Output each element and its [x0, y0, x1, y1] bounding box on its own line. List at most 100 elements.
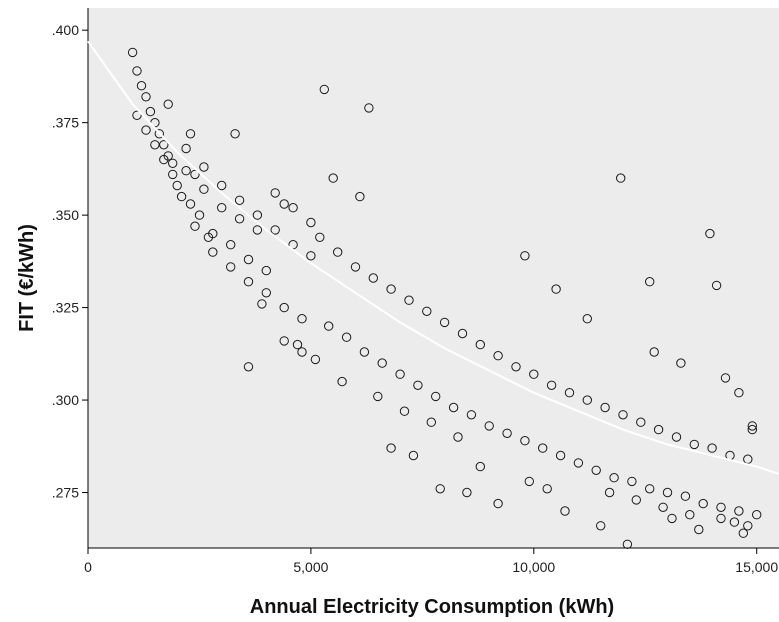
data-point: [555, 450, 566, 461]
data-point: [618, 410, 628, 420]
data-point: [217, 203, 227, 213]
data-point: [747, 424, 757, 435]
fit-line: [87, 40, 779, 475]
data-point: [649, 347, 659, 357]
data-point: [127, 47, 138, 58]
data-point: [408, 450, 419, 461]
data-point: [484, 421, 494, 431]
data-point: [141, 92, 151, 102]
data-point: [386, 284, 396, 294]
data-point: [315, 232, 325, 243]
data-point: [306, 217, 316, 228]
data-point: [520, 251, 530, 261]
y-axis-title: FIT (€/kWh): [16, 224, 38, 332]
data-point: [627, 476, 637, 487]
data-point: [199, 184, 209, 194]
x-tick-label: 15,000: [735, 559, 778, 575]
data-point: [716, 513, 726, 524]
data-point: [622, 539, 633, 549]
data-point: [145, 106, 156, 117]
data-point: [734, 388, 744, 398]
data-point: [466, 410, 477, 420]
data-point: [185, 199, 196, 209]
y-tick-label: .275: [52, 485, 79, 501]
data-point: [203, 232, 214, 243]
data-point: [279, 199, 289, 209]
data-point: [159, 154, 169, 165]
data-point: [743, 521, 753, 531]
data-point: [297, 347, 307, 357]
data-point: [653, 424, 664, 435]
data-point: [261, 265, 271, 276]
data-point: [333, 247, 343, 257]
data-points: [127, 47, 762, 549]
data-point: [529, 369, 539, 379]
data-point: [439, 317, 450, 328]
data-point: [154, 129, 165, 139]
data-point: [711, 280, 722, 291]
data-point: [493, 351, 503, 361]
data-point: [297, 314, 307, 324]
data-point: [631, 495, 641, 505]
data-point: [729, 517, 740, 527]
data-point: [435, 484, 445, 494]
x-axis-ticks: 0 5,000 10,000 15,000: [84, 548, 778, 575]
data-point: [453, 432, 463, 442]
data-point: [377, 358, 387, 368]
x-tick-label: 10,000: [512, 559, 555, 575]
data-point: [680, 491, 691, 501]
data-point: [234, 214, 245, 224]
data-point: [502, 428, 512, 438]
data-point: [168, 169, 178, 180]
data-point: [604, 487, 615, 498]
data-point: [636, 417, 646, 427]
data-point: [413, 380, 423, 390]
data-point: [386, 443, 396, 453]
data-point: [181, 166, 191, 176]
data-point: [431, 391, 441, 402]
data-point: [538, 443, 548, 453]
data-point: [667, 513, 677, 524]
data-point: [279, 302, 289, 313]
data-point: [511, 362, 521, 372]
data-point: [368, 273, 378, 283]
data-point: [564, 388, 575, 398]
data-point: [694, 524, 704, 535]
data-point: [645, 277, 655, 287]
data-point: [136, 81, 147, 91]
data-point: [716, 502, 726, 512]
y-axis-ticks: .275 .300 .325 .350 .375 .400: [52, 22, 88, 501]
y-tick-label: .300: [52, 392, 79, 408]
data-point: [337, 376, 347, 387]
data-point: [168, 158, 178, 169]
data-point: [551, 284, 561, 294]
data-point: [560, 506, 570, 516]
data-point: [359, 347, 370, 357]
data-point: [159, 140, 169, 150]
data-point: [676, 358, 686, 368]
data-point: [591, 465, 601, 475]
data-point: [364, 103, 374, 113]
data-point: [662, 487, 673, 498]
data-point: [355, 191, 365, 202]
data-point: [520, 436, 530, 446]
data-point: [288, 203, 298, 213]
data-point: [720, 373, 731, 383]
data-point: [685, 510, 695, 520]
data-point: [546, 380, 557, 390]
data-point: [689, 439, 699, 450]
data-point: [645, 484, 655, 494]
data-point: [609, 473, 619, 483]
data-point: [132, 66, 142, 76]
data-point: [185, 129, 196, 139]
data-point: [462, 487, 472, 498]
y-tick-label: .375: [52, 115, 79, 131]
x-tick-label: 5,000: [293, 559, 328, 575]
data-point: [194, 210, 205, 220]
data-point: [573, 458, 584, 468]
data-point: [292, 339, 303, 350]
y-tick-label: .350: [52, 207, 79, 223]
data-point: [176, 191, 187, 202]
data-point: [747, 421, 757, 431]
data-point: [270, 225, 280, 235]
